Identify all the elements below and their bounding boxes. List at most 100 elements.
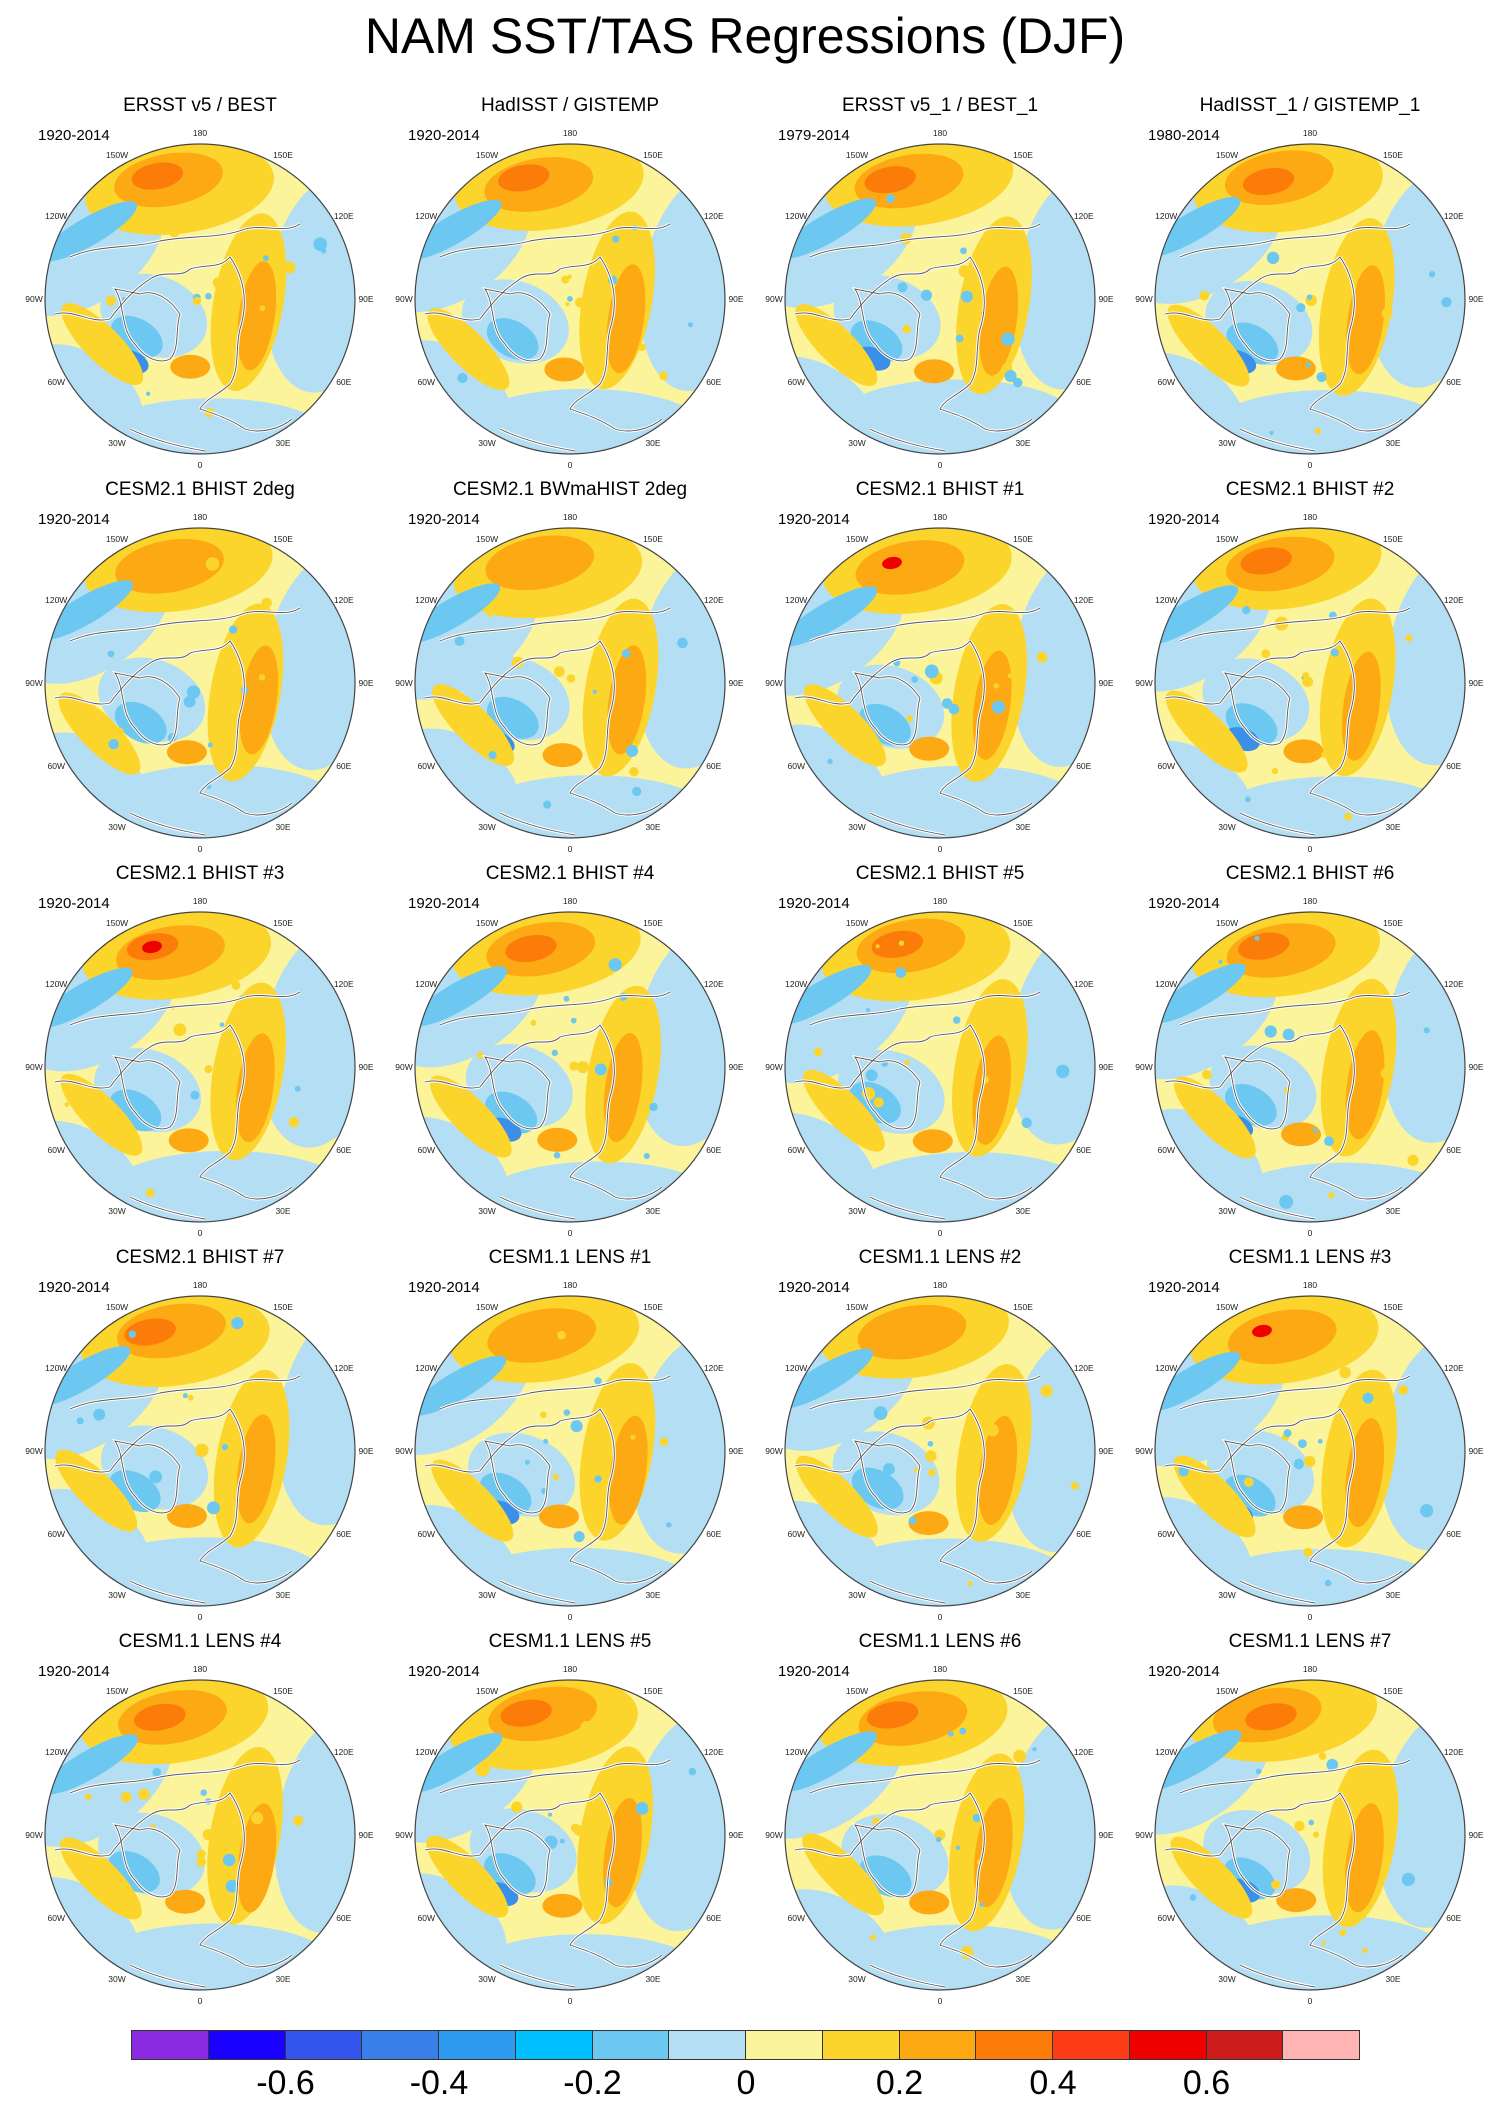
longitude-label: 120E: [1444, 211, 1464, 221]
anomaly-speckle: [993, 683, 999, 689]
longitude-label: 30W: [848, 1206, 865, 1216]
anomaly-speckle: [594, 1063, 607, 1076]
negative-region: [1201, 1548, 1442, 1606]
map-frame: [784, 527, 1096, 839]
longitude-label: 30W: [848, 822, 865, 832]
coastline: [809, 223, 1041, 258]
colorbar-box: [821, 2030, 900, 2060]
coastline: [939, 1176, 1033, 1200]
anomaly-speckle: [552, 1473, 559, 1481]
map-frame: [1154, 527, 1466, 839]
anomaly-speckle: [986, 1424, 999, 1437]
longitude-label: 0: [198, 844, 203, 854]
negative-region: [785, 198, 876, 259]
anomaly-speckle: [897, 282, 908, 293]
longitude-label: 60W: [417, 1529, 434, 1539]
positive-region: [542, 1893, 583, 1918]
negative-region: [415, 199, 502, 260]
coastline: [424, 256, 601, 321]
anomaly-speckle: [960, 247, 967, 255]
longitude-label: 120E: [1444, 595, 1464, 605]
positive-region: [237, 1803, 277, 1913]
anomaly-speckle: [186, 685, 201, 699]
colorbar-tick-label: -0.2: [563, 2064, 622, 2102]
longitude-label: 120W: [45, 1363, 67, 1373]
anomaly-speckle: [566, 674, 576, 683]
anomaly-speckle: [561, 275, 570, 284]
regression-field: [785, 912, 1095, 1222]
anomaly-speckle: [559, 1838, 565, 1844]
anomaly-speckle: [128, 1330, 137, 1339]
coastline: [1164, 1024, 1341, 1089]
anomaly-speckle: [573, 1825, 585, 1837]
map-panel: CESM1.1 LENS #6 180 150E 120E 90E 60E 30E 0 30W 6…: [765, 1631, 1114, 2015]
longitude-label: 90W: [25, 1830, 42, 1840]
anomaly-speckle: [1255, 1768, 1262, 1775]
longitude-label: 90W: [395, 678, 412, 688]
anomaly-speckle: [928, 1468, 936, 1477]
anomaly-speckle: [487, 611, 493, 618]
longitude-label: 30W: [108, 1590, 125, 1600]
anomaly-speckle: [643, 1152, 650, 1160]
longitude-label: 90E: [1098, 1062, 1113, 1072]
longitude-label: 60E: [1446, 377, 1461, 387]
coastline: [129, 812, 206, 836]
coastline: [939, 1560, 1033, 1584]
longitude-label: 60W: [47, 761, 64, 771]
longitude-label: 30E: [1385, 822, 1400, 832]
coastlines-dark: [1164, 991, 1411, 1220]
anomaly-speckle: [886, 194, 895, 203]
coastline: [869, 1580, 946, 1604]
coastline: [1309, 1944, 1403, 1968]
negative-region: [45, 1734, 139, 1795]
anomaly-speckle: [927, 1440, 934, 1447]
longitude-label: 90E: [728, 1830, 743, 1840]
longitude-label: 0: [568, 1228, 573, 1238]
coastline: [484, 672, 551, 746]
polar-map: 180 150E 120E 90E 60E 30E 0 30W 60W 90W 120W 150W: [1135, 896, 1484, 1238]
positive-region: [972, 1035, 1012, 1145]
anomaly-speckle: [898, 940, 905, 946]
panel-title: CESM2.1 BHIST #2: [1225, 479, 1395, 500]
anomaly-speckle: [1324, 1136, 1335, 1147]
negative-region: [1005, 1334, 1095, 1552]
anomaly-speckle: [563, 1409, 571, 1416]
longitude-label: 120E: [1074, 211, 1094, 221]
longitude-label: 0: [938, 460, 943, 470]
anomaly-speckle: [872, 737, 878, 743]
positive-region: [429, 1075, 512, 1158]
polar-map: 180 150E 120E 90E 60E 30E 0 30W 60W 90W 120W 150W: [1135, 1280, 1484, 1622]
longitude-label: 150E: [1383, 1686, 1403, 1696]
coastline: [129, 1196, 206, 1220]
longitude-label: 120W: [1155, 211, 1177, 221]
anomaly-speckle: [595, 1806, 603, 1814]
positive-region: [866, 1701, 919, 1729]
coastline: [199, 640, 245, 794]
positive-region: [1170, 1836, 1253, 1919]
coastline: [69, 607, 301, 642]
longitude-label: 60W: [1157, 1913, 1174, 1923]
anomaly-speckle: [1055, 1064, 1070, 1079]
coastline: [569, 640, 615, 794]
longitude-label: 90E: [358, 294, 373, 304]
map-panel: ERSST v5_1 / BEST_1 180 150E 120E 90E 60E 30E 0…: [765, 95, 1114, 479]
anomaly-speckle: [1242, 606, 1251, 615]
coastline: [499, 1580, 576, 1604]
longitude-label: 60W: [1157, 377, 1174, 387]
positive-region: [1283, 1505, 1324, 1530]
longitude-label: 0: [568, 460, 573, 470]
anomaly-speckle: [578, 1738, 587, 1747]
positive-region: [1345, 1030, 1385, 1140]
map-panel: CESM2.1 BHIST 2deg 180 150E 120E 90E 60E 30E 0 3…: [25, 479, 374, 863]
anomaly-speckle: [553, 1151, 561, 1159]
longitude-label: 0: [1308, 844, 1313, 854]
coastline: [1224, 1824, 1291, 1898]
longitude-label: 60W: [47, 1145, 64, 1155]
longitude-label: 120W: [415, 211, 437, 221]
coastline: [69, 223, 301, 258]
longitude-label: 60W: [47, 1529, 64, 1539]
anomaly-speckle: [567, 295, 573, 302]
longitude-label: 90W: [765, 1446, 782, 1456]
longitude-label: 180: [563, 128, 577, 138]
longitude-label: 60E: [706, 377, 721, 387]
